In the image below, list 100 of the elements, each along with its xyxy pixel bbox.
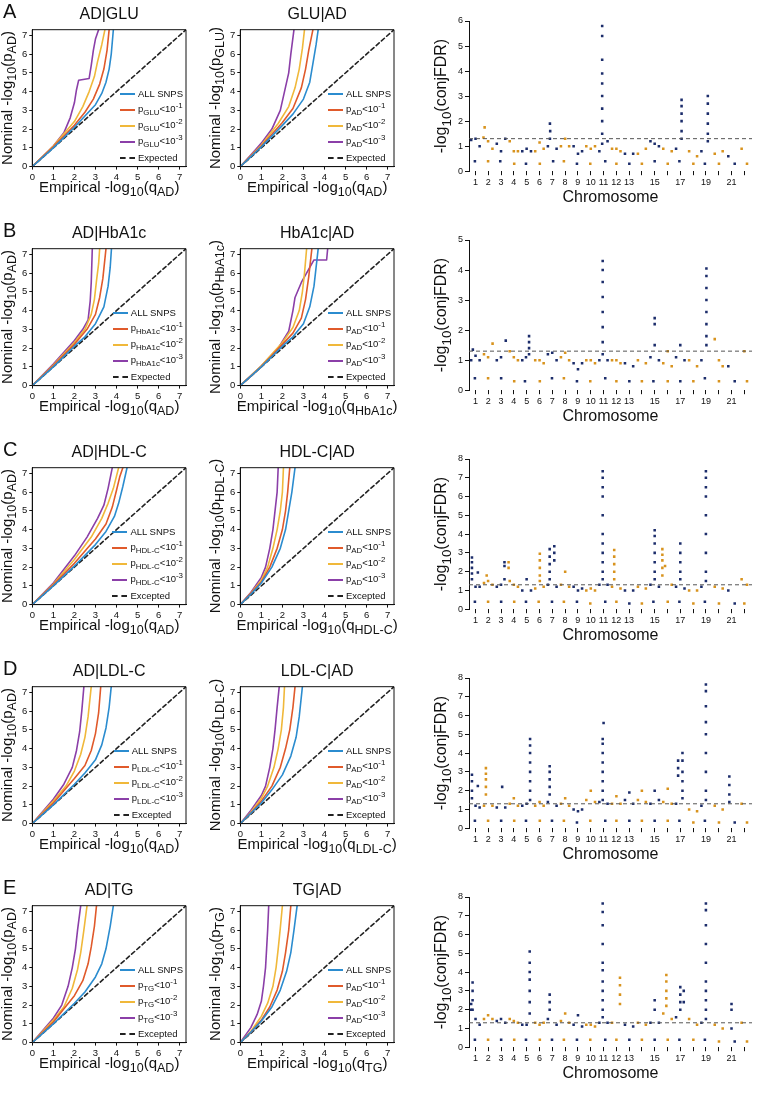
y-tick-label: 7 (229, 247, 236, 259)
y-tick-label: 0 (229, 817, 236, 829)
x-tick-label: 1 (472, 834, 478, 845)
y-tick-label: 1 (21, 1017, 28, 1029)
y-tick-label: 1 (229, 1017, 236, 1029)
x-tick-label: 3 (300, 389, 307, 401)
point (498, 159, 502, 163)
x-tick-label: 1 (50, 827, 56, 839)
point (486, 600, 490, 603)
point (692, 379, 695, 383)
legend-label: p$_{AD}$<10$^{-2}$ (345, 555, 386, 572)
y-tick-label: 6 (21, 47, 28, 59)
legend-label: ALL SNPS (130, 305, 176, 320)
point (495, 142, 499, 145)
text: A (3, 0, 17, 22)
y-tick-label: 1 (229, 141, 236, 153)
x-tick-label: 1 (258, 827, 264, 839)
x-tick-label: 4 (511, 615, 517, 626)
point (563, 137, 567, 140)
x-tick-label: 6 (363, 170, 370, 182)
point (705, 298, 708, 302)
y-tick-label: 4 (457, 65, 464, 76)
x-tick-label: 7 (385, 170, 391, 182)
point (589, 1038, 592, 1041)
point (585, 358, 588, 362)
point (705, 286, 708, 290)
x-tick-label: 7 (385, 389, 391, 401)
point (484, 778, 488, 781)
chart-title: AD|HDL-C (71, 443, 147, 460)
chart-title: TG|AD (291, 881, 343, 899)
point (589, 147, 593, 150)
x-tick-label: 11 (598, 177, 609, 188)
y-tick-label: 0 (21, 379, 28, 391)
y-tick-label: 1 (229, 579, 236, 591)
x-tick-label: 2 (279, 389, 286, 401)
x-tick-label: 1 (50, 608, 56, 620)
point (538, 819, 542, 822)
x-tick-label: 1 (50, 170, 56, 182)
x-tick-label: 8 (562, 834, 568, 845)
legend-label: p$_{HbA1c}$<10$^{-2}$ (130, 336, 183, 353)
x-axis-title: Chromosome (562, 407, 659, 426)
x-tick-label: 2 (485, 834, 491, 845)
point (474, 354, 477, 357)
x-tick-label: 7 (177, 1046, 183, 1058)
x-tick-label: 7 (177, 389, 183, 401)
point (516, 585, 520, 588)
x-axis-title: Chromosome (562, 626, 659, 645)
point (666, 1038, 670, 1041)
point (491, 342, 494, 345)
x-tick-label: 1 (258, 170, 264, 182)
x-tick-label: 5 (134, 827, 141, 839)
x-tick-label: 7 (549, 834, 555, 845)
x-tick-label: 10 (585, 177, 596, 188)
legend-label: ALL SNPS (131, 743, 177, 758)
x-tick-label: 19 (700, 1053, 711, 1064)
point (683, 358, 686, 362)
chart-title: AD|GLU (79, 5, 139, 22)
point (679, 379, 682, 383)
x-tick-label: 5 (134, 389, 141, 401)
point (678, 159, 681, 163)
point (706, 102, 710, 105)
point (661, 800, 665, 804)
text: D (3, 657, 18, 679)
point (563, 570, 567, 573)
x-tick-label: 7 (549, 396, 555, 407)
chart-title: HDL-C|AD (279, 443, 355, 460)
y-tick-label: 2 (229, 560, 236, 572)
x-tick-label: 3 (300, 608, 307, 620)
x-tick-label: 17 (675, 615, 686, 626)
x-tick-label: 19 (700, 177, 711, 188)
x-tick-label: 1 (258, 1046, 264, 1058)
point (640, 162, 644, 165)
legend-label: p$_{AD}$<10$^{-3}$ (345, 790, 386, 807)
x-tick-label: 7 (549, 615, 555, 626)
x-tick-label: 4 (511, 834, 517, 845)
text: E (3, 876, 17, 898)
legend-label: Expected (130, 369, 171, 384)
y-tick-label: 2 (229, 779, 236, 791)
point (593, 589, 597, 592)
point (491, 147, 494, 150)
x-tick-label: 21 (726, 396, 737, 407)
point (692, 821, 695, 824)
point (653, 159, 656, 163)
legend-label: Excepted (130, 588, 170, 603)
chart-title: AD|LDL-C (72, 662, 146, 679)
point (670, 149, 673, 153)
legend-label: p$_{AD}$<10$^{-1}$ (345, 977, 386, 994)
point (512, 1038, 516, 1041)
y-tick-label: 1 (457, 1022, 464, 1033)
y-tick-label: 2 (457, 324, 464, 335)
point (661, 361, 665, 365)
legend-label: p$_{LDL-C}$<10$^{-3}$ (131, 790, 183, 807)
point (507, 560, 510, 564)
point (636, 585, 640, 588)
point (653, 316, 656, 320)
x-tick-label: 7 (385, 608, 391, 620)
point (512, 600, 516, 603)
point (483, 126, 486, 129)
point (585, 1023, 588, 1026)
point (603, 376, 607, 380)
